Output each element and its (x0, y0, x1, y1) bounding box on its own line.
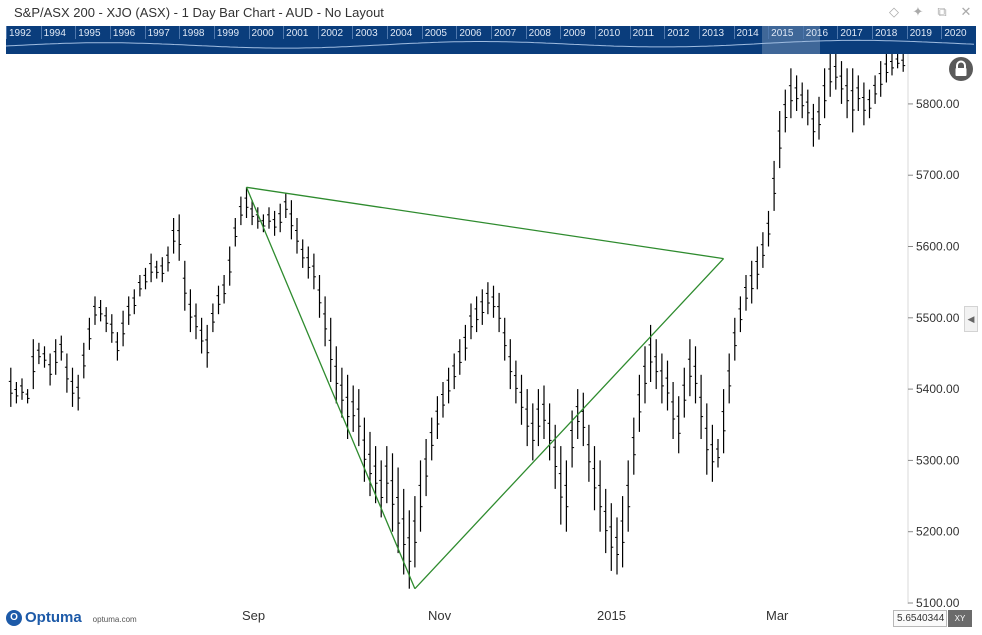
x-tick-label: Nov (428, 608, 452, 623)
overview-range-handle[interactable] (762, 26, 820, 54)
y-tick-label: 5200.00 (916, 525, 960, 539)
overview-year-tick (40, 26, 42, 39)
overview-year-label: 2002 (320, 28, 344, 39)
overview-year-tick (456, 26, 458, 39)
x-tick-label: Sep (242, 608, 266, 623)
trendline[interactable] (414, 258, 725, 590)
overview-year-label: 2001 (286, 28, 309, 39)
overview-year-tick (698, 26, 700, 39)
overview-year-label: 2015 (771, 28, 794, 39)
overview-year-label: 2017 (840, 28, 863, 39)
overview-year-tick (248, 26, 250, 39)
overview-year-label: 2005 (424, 28, 447, 39)
overview-timeline[interactable]: 1992 1994 1995 1996 1997 1998 1999 2000 2001 2002… (6, 26, 976, 54)
overview-year-tick (664, 26, 666, 39)
y-tick-label: 5300.00 (916, 453, 960, 467)
overview-year-tick (75, 26, 77, 39)
overview-year-tick (6, 26, 7, 39)
overview-year-label: 2011 (632, 28, 655, 39)
y-tick-label: 5500.00 (916, 311, 960, 325)
title-bar: S&P/ASX 200 - XJO (ASX) - 1 Day Bar Char… (0, 0, 982, 26)
xy-mode-button[interactable]: XY (948, 610, 972, 627)
overview-year-tick (421, 26, 423, 39)
overview-year-tick (594, 26, 596, 39)
overview-year-label: 2000 (251, 28, 274, 39)
trendline[interactable] (245, 187, 416, 589)
y-tick-label: 5700.00 (916, 168, 960, 182)
price-bars (8, 54, 906, 589)
overview-year-label: 2004 (390, 28, 413, 39)
y-tick-label: 5400.00 (916, 382, 960, 396)
overview-year-tick (733, 26, 735, 39)
overview-year-tick (213, 26, 215, 39)
overview-year-label: 2008 (528, 28, 551, 39)
window-title: S&P/ASX 200 - XJO (ASX) - 1 Day Bar Char… (14, 5, 384, 20)
overview-year-tick (491, 26, 492, 39)
overview-year-label: 2014 (736, 28, 759, 39)
logo-url: optuma.com (92, 615, 137, 624)
overview-year-tick (941, 26, 943, 39)
overview-year-tick (560, 26, 562, 39)
overview-year-label: 1996 (112, 28, 136, 39)
lock-icon (949, 57, 973, 81)
overview-year-tick (283, 26, 285, 39)
overview-year-label: 2018 (875, 28, 898, 39)
overview-year-label: 2019 (909, 28, 932, 39)
chart-area[interactable]: 5100.00 5200.00 5300.00 5400.00 5500.00 5600.… (0, 54, 982, 609)
overview-year-tick (768, 26, 770, 39)
overview-year-tick (352, 26, 354, 39)
logo-mark: O (6, 609, 22, 626)
overview-line (6, 39, 975, 49)
overview-year-tick (629, 26, 631, 39)
y-tick-label: 5800.00 (916, 97, 960, 111)
overview-year-tick (872, 26, 874, 39)
overview-year-tick (387, 26, 389, 39)
pin-icon[interactable]: ✦ (912, 4, 924, 19)
overview-year-label: 2009 (563, 28, 586, 39)
lock-button[interactable] (948, 56, 974, 82)
overview-sparkline (6, 39, 975, 49)
overview-year-label: 2010 (597, 28, 621, 39)
x-tick-label: 2015 (597, 608, 626, 623)
overview-year-tick (317, 26, 319, 39)
overview-year-label: 2003 (355, 28, 378, 39)
overview-year-label: 2006 (459, 28, 482, 39)
overview-year-tick (525, 26, 527, 39)
overview-year-tick (144, 26, 146, 39)
overview-year-label: 1995 (78, 28, 101, 39)
logo-text: Optuma (25, 609, 82, 626)
y-tick-label: 5600.00 (916, 240, 960, 254)
x-tick-label: Mar (766, 608, 789, 623)
restore-icon[interactable]: ⧉ (937, 4, 947, 19)
overview-year-label: 2020 (944, 28, 967, 39)
overview-year-tick (109, 26, 111, 39)
x-axis: Sep Nov 2015 Mar (0, 603, 982, 635)
window-controls: ◇ ✦ ⧉ ✕ (886, 4, 974, 20)
overview-year-label: 2016 (805, 28, 829, 39)
price-chart[interactable]: 5100.00 5200.00 5300.00 5400.00 5500.00 5600.… (0, 54, 982, 609)
overview-year-tick (802, 26, 804, 39)
overview-year-label: 1999 (216, 28, 240, 39)
overview-year-label: 2012 (667, 28, 690, 39)
close-icon[interactable]: ✕ (960, 4, 972, 19)
overview-year-tick (179, 26, 181, 39)
overview-year-tick (837, 26, 839, 39)
value-readout[interactable]: 5.6540344 (893, 610, 947, 627)
overview-year-label: 2007 (494, 28, 517, 39)
scroll-left-icon[interactable]: ◀ (964, 306, 978, 332)
overview-year-label: 1994 (43, 28, 66, 39)
overview-year-label: 1992 (9, 28, 32, 39)
y-tick-label: 5100.00 (916, 596, 960, 609)
overview-year-label: 2013 (701, 28, 725, 39)
diamond-icon[interactable]: ◇ (889, 4, 899, 19)
trendline[interactable] (246, 186, 724, 260)
overview-year-label: 1998 (182, 28, 205, 39)
optuma-logo: O Optuma optuma.com (6, 609, 137, 626)
overview-year-tick (906, 26, 908, 39)
overview-year-label: 1997 (147, 28, 170, 39)
